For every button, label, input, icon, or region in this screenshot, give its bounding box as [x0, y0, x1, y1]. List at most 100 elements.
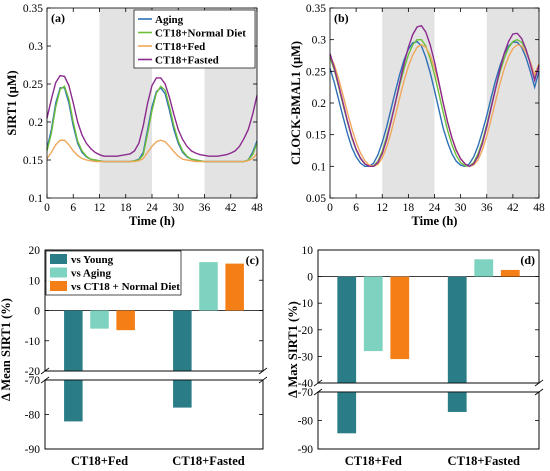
series-line-fed: [329, 43, 540, 168]
y-tick-label: 10: [302, 245, 314, 257]
x-tick-label: 0: [44, 202, 50, 214]
y-tick-label: -10: [25, 336, 41, 348]
x-tick-label: 30: [173, 202, 185, 214]
bar-vs_normal_diet: [390, 276, 410, 360]
bar-vs_young-upper: [64, 310, 83, 371]
bar-vs_normal_diet: [500, 269, 520, 277]
x-tick-label: 12: [94, 202, 106, 214]
y-tick-label: -70: [298, 387, 314, 399]
bar-vs_young-upper: [447, 276, 467, 383]
series-line-fasted: [46, 74, 258, 157]
legend-box: [133, 9, 256, 69]
y-tick-label: 0.35: [306, 3, 326, 15]
bar-vs_aging: [199, 262, 218, 311]
x-tick-label: 18: [403, 202, 415, 214]
category-label: CT18+Fasted: [172, 454, 244, 468]
y-tick-label: 0.3: [312, 35, 327, 47]
bar-vs_normal_diet: [116, 310, 135, 331]
bar-vs_young-upper: [337, 276, 357, 383]
x-tick-label: 0: [327, 202, 333, 214]
x-tick-label: 48: [533, 202, 545, 214]
series-line-fasted: [329, 24, 540, 168]
y-tick-label: 10: [29, 275, 41, 287]
x-tick-label: 24: [429, 202, 441, 214]
x-tick-label: 48: [251, 202, 263, 214]
y-tick-label: 20: [29, 245, 41, 257]
x-tick-label: 18: [120, 202, 132, 214]
y-tick-label: -30: [298, 351, 314, 363]
legend-swatch: [50, 281, 67, 291]
upper-axis-frame-top: [317, 249, 540, 384]
y-tick-label: -90: [298, 444, 314, 456]
bar-vs_young-lower: [173, 380, 192, 408]
x-tick-label: 36: [199, 202, 211, 214]
bar-vs_aging: [90, 310, 109, 329]
category-label: CT18+Fasted: [448, 454, 520, 468]
y-tick-label: 0.15: [306, 130, 326, 142]
x-tick-label: 12: [377, 202, 389, 214]
y-tick-label: -20: [25, 366, 41, 378]
y-tick-label: -70: [25, 375, 41, 387]
y-tick-label: 0: [307, 272, 313, 284]
y-tick-label: -10: [298, 298, 314, 310]
y-tick-label: 0.15: [23, 155, 43, 167]
x-tick-label: 24: [146, 202, 158, 214]
y-axis-label: Δ Mean SIRT1 (%): [0, 298, 13, 401]
x-tick-label: 6: [70, 202, 76, 214]
y-axis-label: Δ Max SIRT1 (%): [286, 301, 300, 398]
y-tick-label: 0.3: [29, 41, 44, 53]
y-tick-label: 0.05: [306, 193, 326, 205]
legend-entry: CT18+Normal Diet: [155, 28, 246, 40]
panel-label: (a): [51, 11, 65, 25]
legend-box: [45, 250, 182, 296]
bar-vs_young-upper: [173, 310, 192, 371]
bar-vs_young-lower: [337, 392, 357, 434]
panel-c: -20 -10 0 10 20 -90 -80 -70 CT18+Fed CT18+Fasted Δ…: [0, 245, 268, 468]
category-label: CT18+Fed: [345, 454, 402, 468]
panel-b: 0 6 12 18 24 30 36 42 48 0.05 0.1 0.15 0.2 0.25 0.3 0.3…: [289, 3, 545, 228]
y-tick-label: 0.1: [29, 193, 44, 205]
bar-vs_young-lower: [64, 380, 83, 422]
y-tick-label: 0: [34, 306, 40, 318]
y-axis-label: CLOCK-BMAL1 (μM): [289, 41, 303, 165]
x-tick-label: 36: [481, 202, 493, 214]
x-axis-label: Time (h): [129, 214, 175, 228]
bar-vs_young-lower: [447, 392, 467, 412]
y-tick-label: 0.25: [306, 66, 326, 78]
x-tick-label: 6: [353, 202, 359, 214]
legend-entry: vs CT18 + Normal Diet: [71, 281, 180, 293]
bar-vs_aging: [474, 259, 494, 277]
y-tick-label: -40: [298, 378, 314, 390]
y-tick-label: 0.25: [23, 79, 43, 91]
panel-label: (d): [520, 253, 535, 267]
y-tick-label: -80: [25, 410, 41, 422]
panel-label: (c): [246, 253, 259, 267]
x-tick-label: 42: [225, 202, 237, 214]
y-tick-label: -20: [298, 325, 314, 337]
y-tick-label: 0.2: [312, 98, 327, 110]
y-tick-label: 0.1: [312, 161, 327, 173]
legend-entry: CT18+Fed: [155, 41, 205, 53]
dark-phase-band: [382, 8, 435, 198]
legend-swatch: [50, 267, 67, 278]
category-label: CT18+Fed: [71, 454, 128, 468]
y-tick-label: 0.35: [23, 3, 43, 15]
legend-entry: vs Aging: [71, 268, 112, 280]
bar-vs_aging: [363, 276, 383, 352]
x-axis-label: Time (h): [412, 214, 458, 228]
legend-entry: Aging: [155, 14, 184, 26]
y-axis-label: SIRT1 (μM): [5, 70, 19, 135]
x-tick-label: 42: [507, 202, 519, 214]
panel-d: -40 -30 -20 -10 0 10 -90 -80 -70 CT18+Fed CT18+Fas…: [286, 245, 544, 468]
legend-entry: vs Young: [71, 254, 114, 266]
panel-a: 0 6 12 18 24 30 36 42 48 0.1 0.15 0.2 0.25 0.3 0.35 Tim…: [5, 3, 263, 228]
legend-entry: CT18+Fasted: [155, 55, 219, 67]
panel-label: (b): [334, 11, 349, 25]
legend-swatch: [50, 254, 67, 264]
y-tick-label: -80: [298, 416, 314, 428]
x-tick-label: 30: [455, 202, 467, 214]
series-line-fed: [46, 139, 258, 163]
